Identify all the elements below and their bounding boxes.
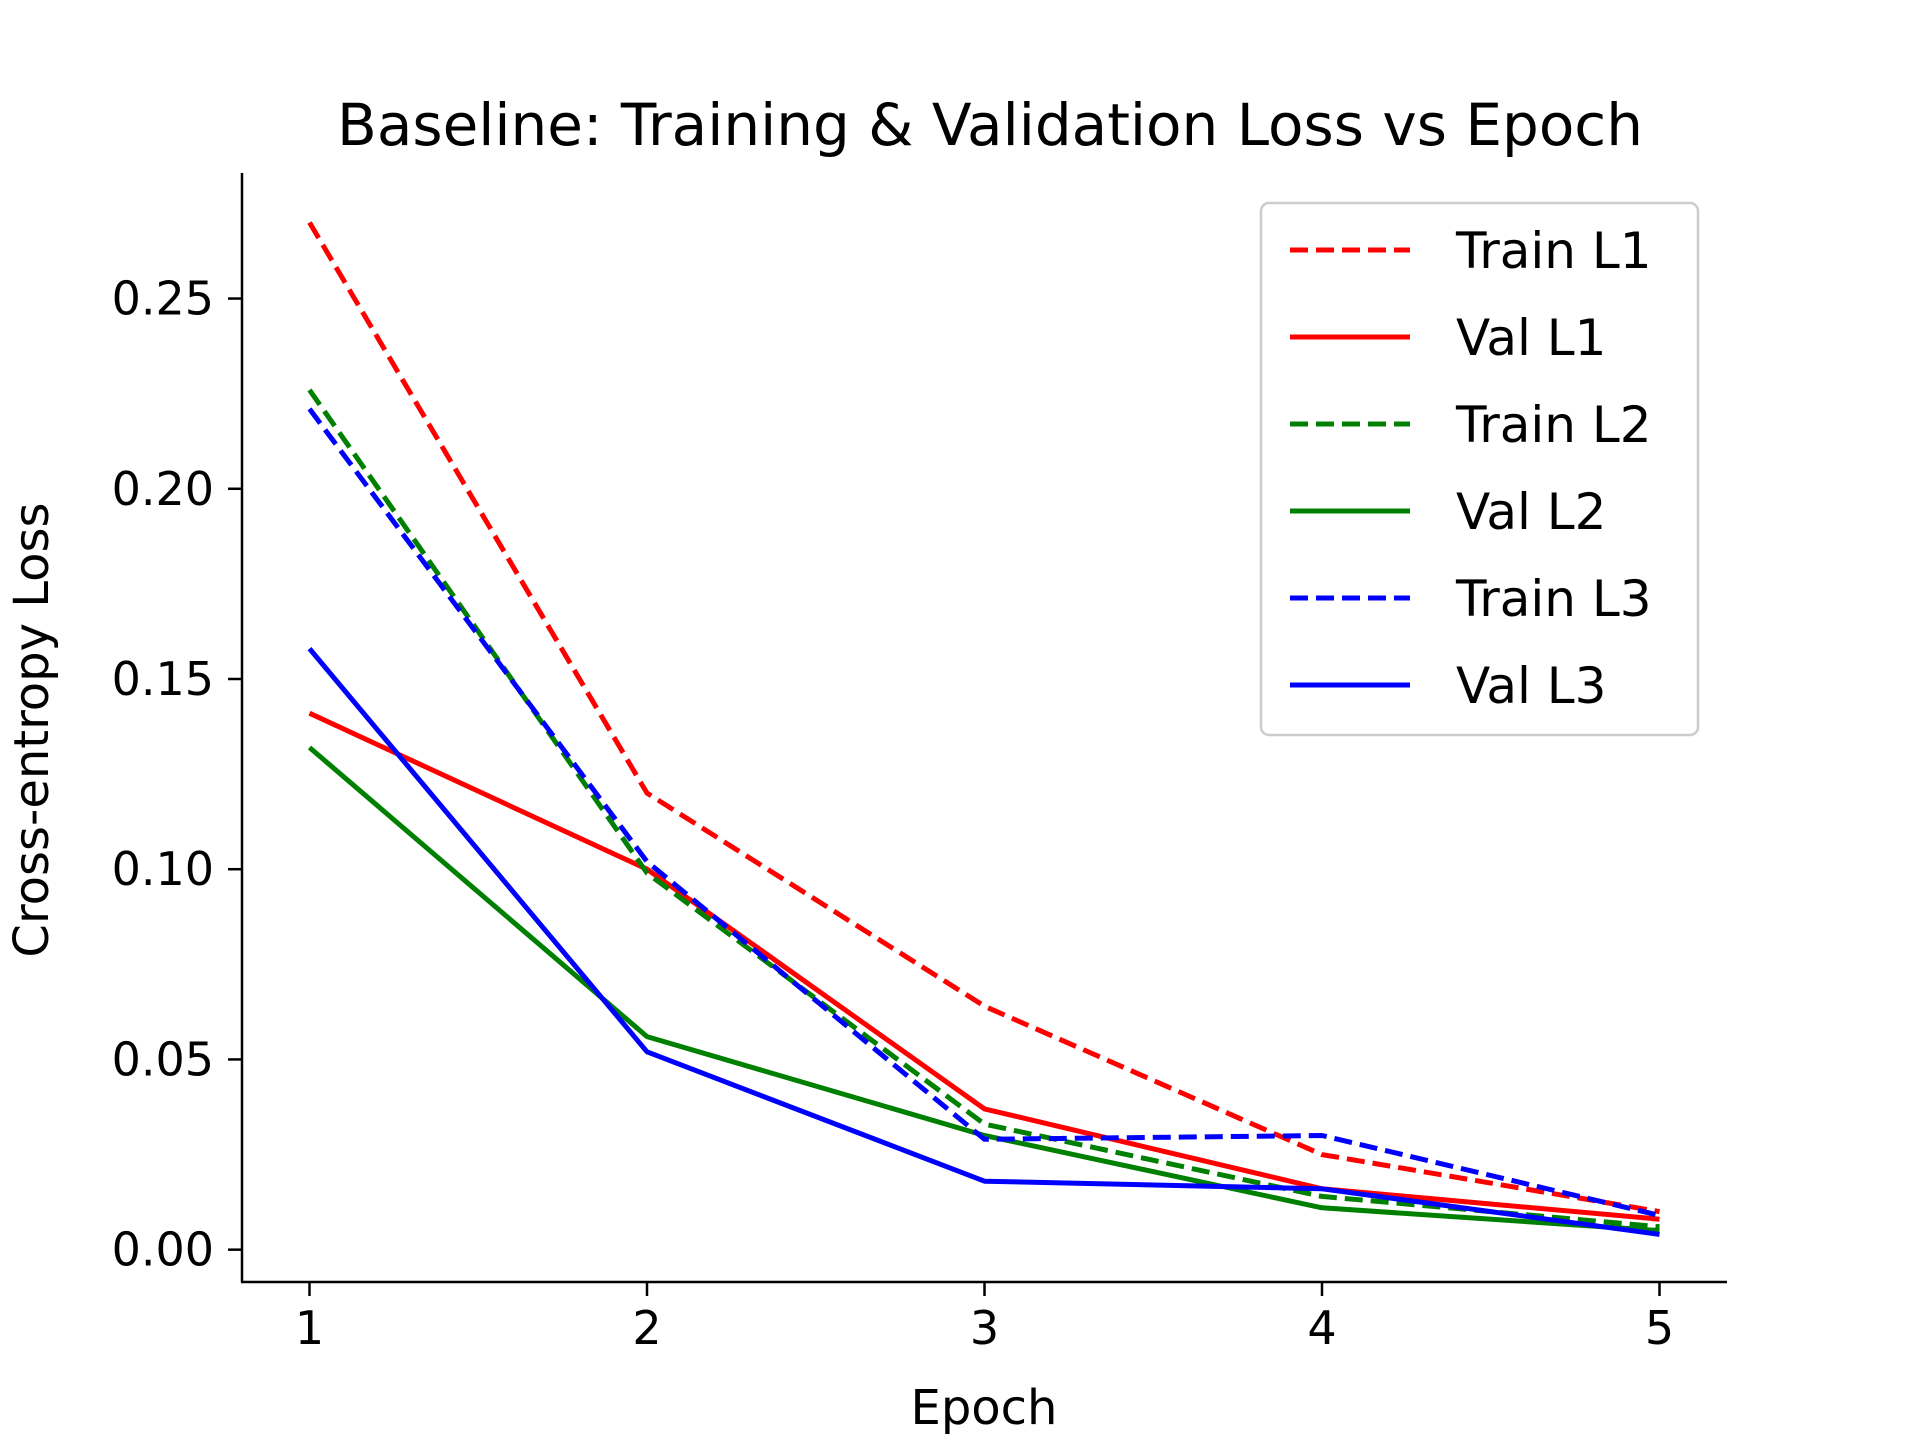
y-tick-label: 0.20	[112, 462, 214, 516]
x-tick-label: 3	[970, 1301, 999, 1355]
chart-title: Baseline: Training & Validation Loss vs …	[337, 91, 1643, 159]
series-line-val-l2	[307, 745, 1660, 1234]
legend-label: Train L2	[1455, 396, 1652, 454]
x-tick-label: 5	[1645, 1301, 1674, 1355]
y-tick-label: 0.25	[112, 272, 214, 326]
y-ticks: 0.00 0.05 0.10 0.15 0.20 0.25	[112, 272, 242, 1277]
legend-label: Val L1	[1456, 309, 1606, 367]
series-line-val-l3	[307, 646, 1660, 1237]
series-line-val-l1	[308, 710, 1660, 1222]
y-tick-label: 0.10	[112, 842, 214, 896]
plot-area	[307, 221, 1661, 1237]
x-tick-label: 1	[295, 1301, 324, 1355]
legend-label: Val L3	[1456, 657, 1606, 715]
legend-label: Val L2	[1456, 483, 1606, 541]
x-axis-label: Epoch	[911, 1380, 1058, 1436]
y-tick-label: 0.00	[112, 1223, 214, 1277]
series-line-train-l1	[307, 221, 1660, 1215]
legend-label: Train L3	[1455, 570, 1652, 628]
legend-label: Train L1	[1455, 222, 1652, 280]
y-tick-label: 0.05	[112, 1032, 214, 1086]
legend: Train L1 Val L1 Train L2 Val L2 Train L3 Val …	[1259, 201, 1700, 737]
y-axis-label: Cross-entropy Loss	[4, 502, 60, 957]
y-tick-label: 0.15	[112, 652, 214, 706]
legend-frame	[1259, 201, 1700, 737]
x-tick-label: 2	[632, 1301, 661, 1355]
series-line-train-l3	[307, 407, 1661, 1218]
x-tick-label: 4	[1307, 1301, 1336, 1355]
x-ticks: 1 2 3 4 5	[295, 1282, 1674, 1355]
